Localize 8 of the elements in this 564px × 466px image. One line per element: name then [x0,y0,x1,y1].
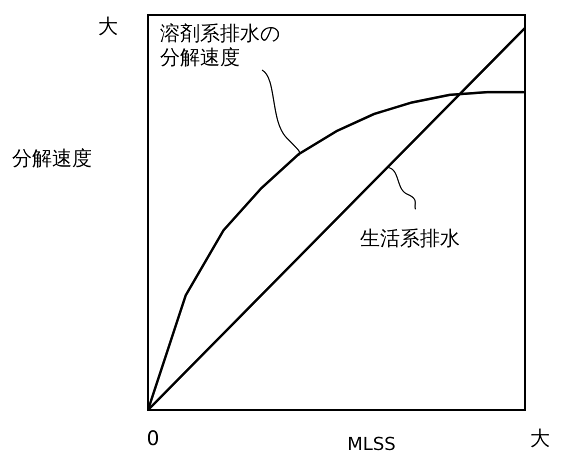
ylabel: 分解速度 [12,146,92,170]
annotation: 大 [530,426,550,450]
series-label: 分解速度 [160,45,240,69]
series-label: 生活系排水 [360,226,460,250]
annotation: 0 [146,426,160,450]
xlabel: MLSS [347,434,396,455]
series-label: 溶剤系排水の [160,21,280,45]
annotation: 大 [98,14,118,38]
